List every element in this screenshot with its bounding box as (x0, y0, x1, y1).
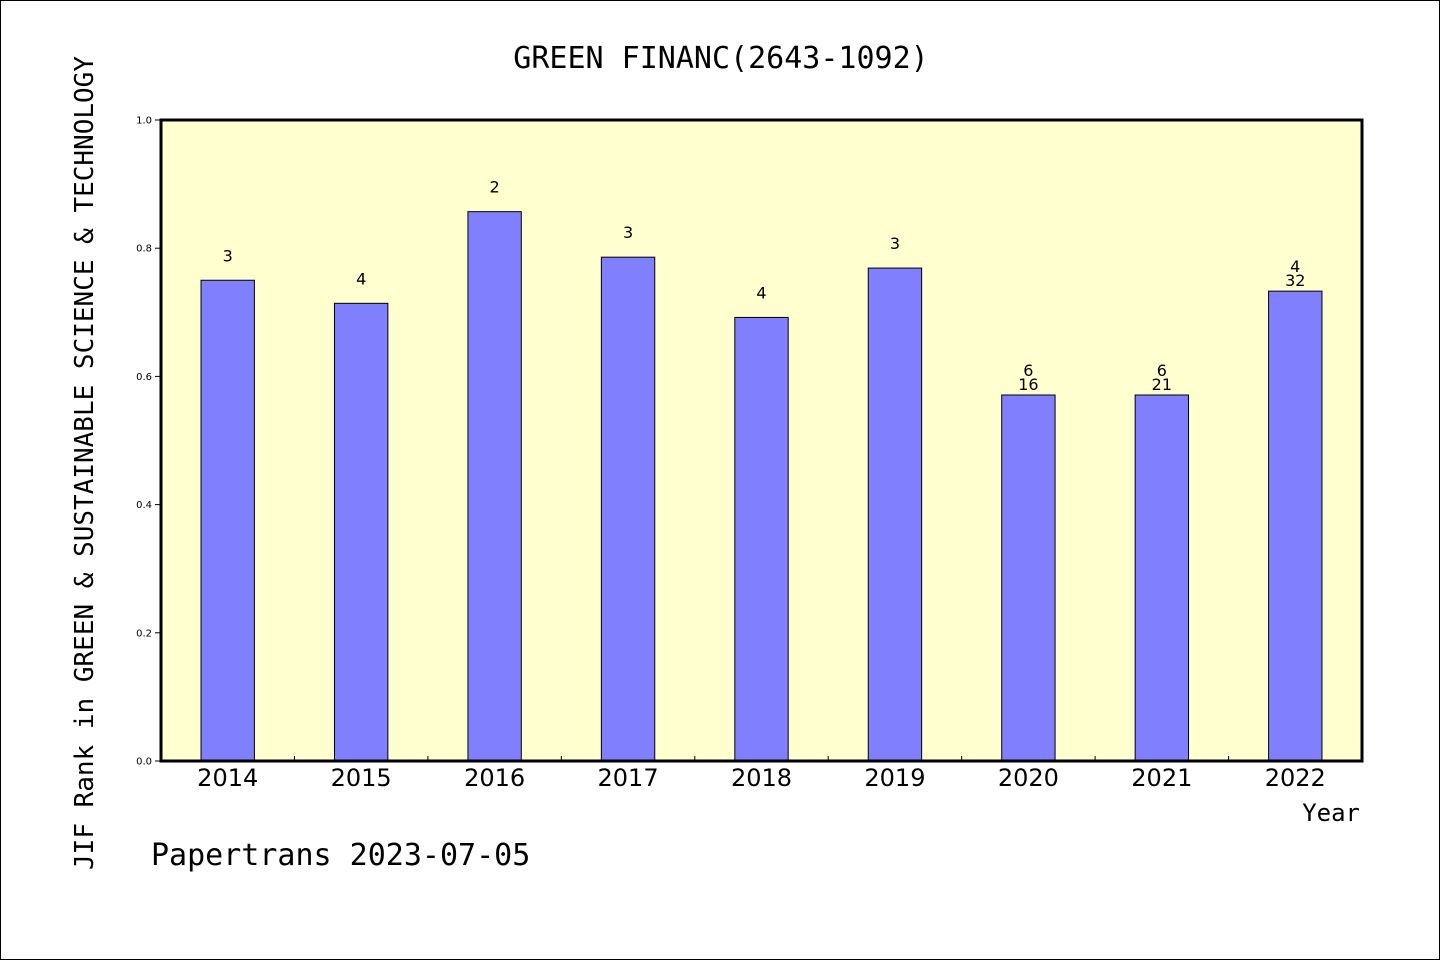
x-category-label: 2020 (998, 764, 1059, 792)
bar-2014 (200, 279, 255, 762)
bar-data-label: 6 (1023, 361, 1033, 380)
bar-2015 (333, 302, 389, 762)
bar-2017 (600, 256, 656, 762)
x-category-label: 2022 (1265, 764, 1326, 792)
bar-2018 (734, 316, 789, 762)
x-category-label: 2016 (464, 764, 525, 792)
chart-title: GREEN FINANC(2643-1092) (513, 41, 928, 76)
bar-data-label: 3 (223, 246, 233, 265)
y-axis-label: JIF Rank in GREEN & SUSTAINABLE SCIENCE … (70, 56, 100, 870)
footer-credit: Papertrans 2023-07-05 (151, 838, 530, 873)
y-axis-ticks: 0.0 0.2 0.4 0.6 0.8 1.0 (136, 116, 161, 768)
bar-2019 (867, 267, 923, 762)
y-tick-label: 0.2 (136, 628, 152, 639)
x-category-label: 2017 (598, 764, 659, 792)
x-category-label: 2021 (1131, 764, 1192, 792)
x-category-label: 2018 (731, 764, 792, 792)
y-tick-label: 0.0 (136, 757, 152, 768)
x-axis-categories: 2014 2015 2016 2017 2018 2019 2020 2021 2022 (197, 764, 1326, 792)
x-category-label: 2014 (197, 764, 258, 792)
x-axis-label: Year (1302, 799, 1360, 827)
y-tick-label: 0.8 (136, 244, 152, 255)
bars (200, 211, 1323, 762)
bar-data-label: 4 (756, 283, 766, 302)
bar-2021 (1134, 394, 1190, 762)
plot-border (159, 118, 1364, 763)
bar-2016 (467, 211, 522, 762)
bar-data-label: 2 (490, 178, 500, 197)
bar-data-label: 4 (1290, 257, 1300, 276)
bar-data-label: 3 (623, 223, 633, 242)
x-category-label: 2015 (331, 764, 392, 792)
y-tick-label: 1.0 (136, 116, 152, 127)
bar-2022 (1268, 290, 1323, 762)
y-tick-label: 0.6 (136, 372, 152, 383)
x-category-label: 2019 (864, 764, 925, 792)
bar-2020 (1001, 394, 1056, 762)
y-tick-label: 0.4 (136, 500, 152, 511)
bar-data-label: 16 (1018, 375, 1038, 394)
bar-data-label: 32 (1285, 271, 1305, 290)
bar-data-label: 4 (356, 269, 366, 288)
bar-data-label: 6 (1157, 361, 1167, 380)
bar-data-label: 3 (890, 234, 900, 253)
bar-data-label: 21 (1152, 375, 1172, 394)
